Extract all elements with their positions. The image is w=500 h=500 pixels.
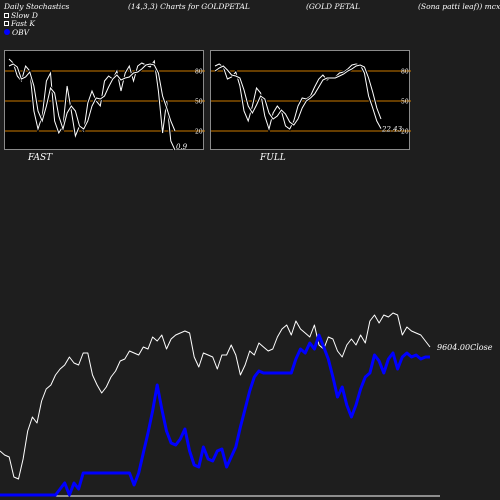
fast-panel-title: FAST — [28, 153, 53, 163]
full-tick-label: 80 — [401, 69, 409, 76]
legend-obv-label: OBV — [12, 27, 30, 37]
legend-slow-d-label: Slow D — [11, 10, 38, 20]
fast-series-1-line — [8, 63, 176, 132]
legend-slow-d: Slow D — [4, 11, 38, 20]
price-line — [0, 312, 431, 480]
header-left: Daily Stochastics — [4, 2, 70, 11]
legend-obv: OBV — [4, 28, 38, 37]
close-value: 9604.00 — [437, 343, 470, 352]
fast-tick-label: 50 — [195, 99, 203, 106]
full-series-0-line — [214, 63, 382, 131]
legend: Slow D Fast K OBV — [4, 11, 38, 37]
full-last-value-label: 22.43 — [381, 126, 403, 134]
full-series-1-line — [214, 64, 382, 126]
full-panel-title: FULL — [260, 153, 286, 163]
fast-tick-label: 20 — [195, 129, 203, 136]
close-value-label: 9604.00Close — [437, 343, 493, 352]
legend-fast-k: Fast K — [4, 19, 38, 29]
fast-stochastic-panel: 80 50 20 0.9 — [4, 50, 205, 151]
legend-fast-k-label: Fast K — [11, 19, 36, 29]
obv-swatch-icon — [4, 29, 10, 36]
header-far-right: (Sona patti leaf)) mcx — [418, 2, 500, 11]
full-tick-label: 20 — [401, 129, 409, 136]
fast-k-swatch-icon — [4, 21, 9, 27]
fast-tick-label: 80 — [195, 69, 203, 76]
slow-d-swatch-icon — [4, 12, 9, 18]
fast-last-value-label: 0.9 — [176, 143, 188, 151]
header-right: (GOLD PETAL — [306, 2, 360, 11]
fast-stochastic-chart: 80 50 20 0.9 — [5, 57, 205, 151]
full-stochastic-panel: 80 50 20 22.43 — [210, 50, 411, 150]
close-suffix: Close — [470, 343, 493, 352]
full-tick-label: 50 — [401, 99, 409, 106]
obv-line — [0, 333, 430, 497]
header-center: (14,3,3) Charts for GOLDPETAL — [128, 2, 250, 11]
